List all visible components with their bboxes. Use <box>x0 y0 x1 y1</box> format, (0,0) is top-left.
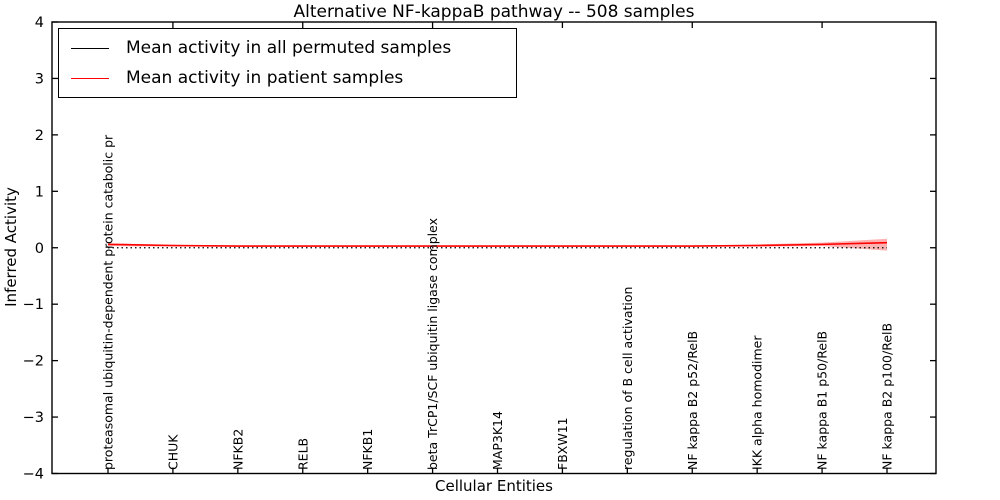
y-tick-label: −3 <box>23 410 44 426</box>
x-tick-label: regulation of B cell activation <box>620 287 635 470</box>
y-tick-label: 1 <box>35 184 44 200</box>
x-tick-label: proteasomal ubiquitin-dependent protein … <box>101 134 116 470</box>
legend-entry-patient: Mean activity in patient samples <box>71 65 506 91</box>
x-tick-label: beta TrCP1/SCF ubiquitin ligase complex <box>425 218 440 470</box>
y-tick-label: 0 <box>35 241 44 257</box>
series-line-patient <box>107 241 888 247</box>
legend-line-sample-permuted <box>71 47 109 49</box>
y-tick-label: 3 <box>35 71 44 87</box>
legend-line-sample-patient <box>71 77 109 79</box>
x-tick-label: CHUK <box>165 434 180 470</box>
x-tick-label: NFKB2 <box>230 429 245 470</box>
x-tick-label: IKK alpha homodimer <box>750 335 765 470</box>
legend-entry-label: Mean activity in patient samples <box>126 68 404 88</box>
y-tick-label: 4 <box>35 15 44 31</box>
x-tick-label: RELB <box>295 438 310 470</box>
chart-title: Alternative NF-kappaB pathway -- 508 sam… <box>293 2 695 22</box>
legend-entry-permuted: Mean activity in all permuted samples <box>71 35 506 61</box>
x-tick-label: NF kappa B2 p52/RelB <box>685 331 700 470</box>
legend: Mean activity in all permuted samples Me… <box>58 28 517 98</box>
y-tick-label: −1 <box>23 297 44 313</box>
x-tick-label: MAP3K14 <box>490 411 505 470</box>
x-tick-label: NF kappa B1 p50/RelB <box>815 331 830 470</box>
x-tick-label: NF kappa B2 p100/RelB <box>880 323 895 470</box>
x-tick-label: FBXW11 <box>555 417 570 470</box>
y-tick-label: −2 <box>23 354 44 370</box>
x-axis-label: Cellular Entities <box>435 477 553 495</box>
y-tick-label: −4 <box>23 467 44 483</box>
x-tick-label: NFKB1 <box>360 429 375 470</box>
y-tick-label: 2 <box>35 128 44 144</box>
legend-entry-label: Mean activity in all permuted samples <box>126 38 452 58</box>
